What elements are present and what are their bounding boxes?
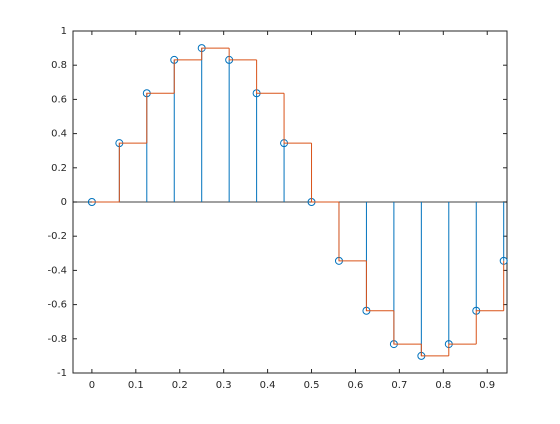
stair-step — [201, 47, 230, 60]
y-tick-label: -0.4 — [47, 265, 67, 276]
stair-step — [311, 143, 339, 203]
stair-step — [393, 310, 422, 345]
x-tick-label: 0.9 — [479, 380, 495, 391]
y-tick-label: 0.4 — [51, 129, 67, 140]
x-tick-label: 0.6 — [347, 380, 363, 391]
stair-step — [173, 59, 202, 94]
stair-step — [420, 344, 449, 357]
y-tick-label: 0 — [61, 197, 67, 208]
x-tick-label: 0 — [89, 380, 95, 391]
y-tick-label: 0.8 — [51, 60, 67, 71]
y-tick-label: 0.2 — [51, 163, 67, 174]
x-tick-label: 0.3 — [216, 380, 232, 391]
x-tick-label: 0.2 — [172, 380, 188, 391]
y-tick-label: 0.6 — [51, 94, 67, 105]
x-tick-label: 0.8 — [435, 380, 451, 391]
y-tick-label: -0.6 — [47, 300, 67, 311]
stair-step — [146, 92, 175, 144]
stair-step — [118, 142, 147, 202]
y-tick-label: 1 — [61, 26, 67, 37]
y-tick-label: -1 — [57, 368, 67, 379]
x-tick-label: 0.5 — [304, 380, 320, 391]
stair-step — [283, 93, 312, 144]
stair-step — [365, 260, 394, 312]
y-tick-label: -0.2 — [47, 231, 67, 242]
x-tick-label: 0.7 — [391, 380, 407, 391]
y-tick-label: -0.8 — [47, 334, 67, 345]
stair-step — [448, 343, 477, 356]
x-tick-label: 0.1 — [128, 380, 144, 391]
x-tick-label: 0.4 — [260, 380, 276, 391]
stair-step — [228, 48, 257, 61]
stair-step — [256, 59, 285, 94]
stair-step — [475, 310, 504, 345]
stair-step — [338, 202, 367, 262]
